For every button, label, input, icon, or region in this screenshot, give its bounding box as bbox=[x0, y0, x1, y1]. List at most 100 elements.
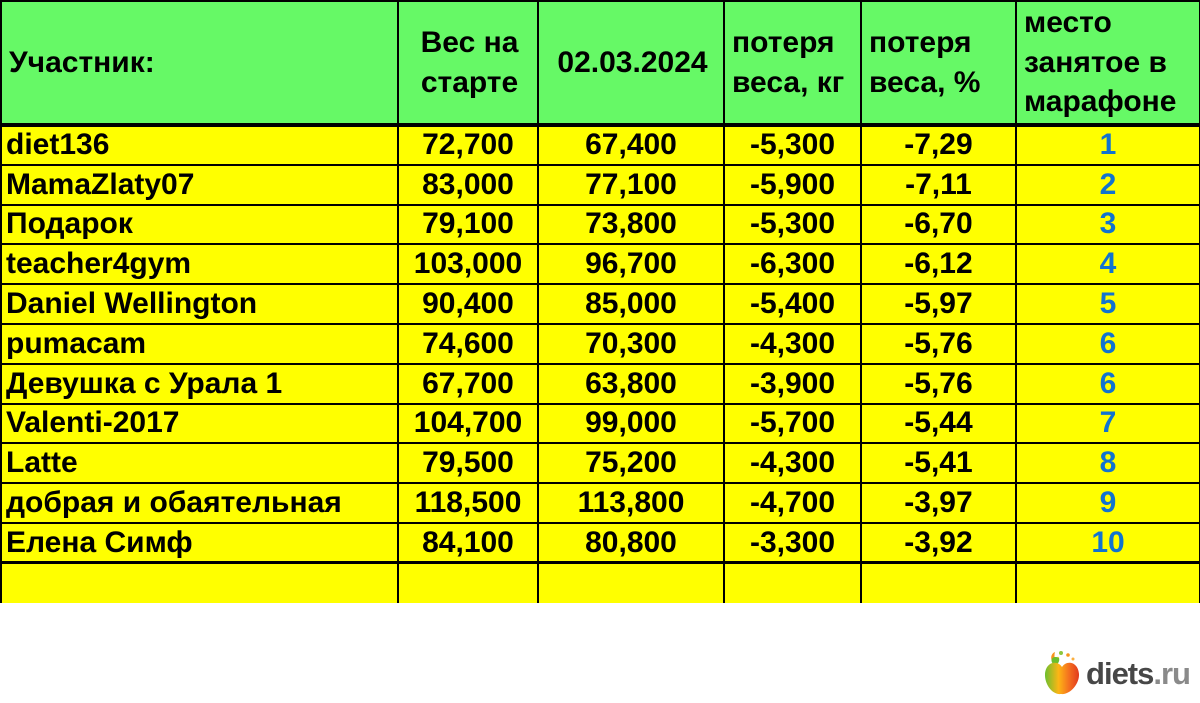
results-table: Участник: Вес на старте 02.03.2024 потер… bbox=[0, 0, 1200, 603]
table-row: Девушка с Урала 1 67,700 63,800 -3,900 -… bbox=[0, 362, 1200, 405]
cell-loss-percent: -6,70 bbox=[860, 203, 1017, 246]
apple-icon bbox=[1042, 649, 1082, 697]
cell-loss-percent: -5,76 bbox=[860, 322, 1017, 365]
cell-date-weight: 75,200 bbox=[537, 442, 725, 485]
cell-place: 5 bbox=[1015, 283, 1200, 325]
cell-loss-kg: -5,300 bbox=[723, 203, 862, 246]
table-row: MamaZlaty07 83,000 77,100 -5,900 -7,11 2 bbox=[0, 163, 1200, 206]
diets-ru-logo[interactable]: diets.ru bbox=[1042, 649, 1191, 697]
cell-loss-percent: -5,76 bbox=[860, 362, 1017, 405]
cell-start-weight: 79,500 bbox=[397, 442, 539, 485]
column-header-start-weight: Вес на старте bbox=[397, 0, 539, 127]
cell-start-weight: 72,700 bbox=[397, 124, 539, 166]
cell-place: 3 bbox=[1015, 203, 1200, 246]
table-row: Latte 79,500 75,200 -4,300 -5,41 8 bbox=[0, 442, 1200, 485]
cell-date-weight: 77,100 bbox=[537, 163, 725, 206]
results-table-body: diet136 72,700 67,400 -5,300 -7,29 1 Mam… bbox=[0, 124, 1200, 603]
cell-start-weight: 118,500 bbox=[397, 482, 539, 524]
column-header-loss-percent: потеря веса, % bbox=[860, 0, 1017, 127]
cell-start-weight: 103,000 bbox=[397, 243, 539, 286]
column-header-loss-kg: потеря веса, кг bbox=[723, 0, 862, 127]
cell-loss-kg: -4,300 bbox=[723, 322, 862, 365]
cell-loss-percent: -7,11 bbox=[860, 163, 1017, 206]
cell-date-weight: 67,400 bbox=[537, 124, 725, 166]
logo-text: diets.ru bbox=[1086, 655, 1191, 691]
cell-loss-percent: -5,41 bbox=[860, 442, 1017, 485]
cell-loss-percent: -6,12 bbox=[860, 243, 1017, 286]
cell-place: 1 bbox=[1015, 124, 1200, 166]
cell-loss-percent: -5,97 bbox=[860, 283, 1017, 325]
table-row: Елена Симф 84,100 80,800 -3,300 -3,92 10 bbox=[0, 521, 1200, 564]
cell-start-weight: 104,700 bbox=[397, 402, 539, 445]
column-header-place: место занятое в марафоне bbox=[1015, 0, 1200, 127]
cell-loss-kg: -5,300 bbox=[723, 124, 862, 166]
cell-place: 6 bbox=[1015, 322, 1200, 365]
table-row: Valenti-2017 104,700 99,000 -5,700 -5,44… bbox=[0, 402, 1200, 445]
cutoff-row bbox=[0, 561, 1200, 603]
cell-participant: teacher4gym bbox=[0, 243, 399, 286]
cell-place: 8 bbox=[1015, 442, 1200, 485]
cell-loss-kg: -4,300 bbox=[723, 442, 862, 485]
cell-place: 9 bbox=[1015, 482, 1200, 524]
cell-loss-kg: -4,700 bbox=[723, 482, 862, 524]
cell-participant: Подарок bbox=[0, 203, 399, 246]
cell-start-weight: 84,100 bbox=[397, 521, 539, 564]
cell-place: 10 bbox=[1015, 521, 1200, 564]
table-row: добрая и обаятельная 118,500 113,800 -4,… bbox=[0, 482, 1200, 524]
cutoff-cell bbox=[0, 561, 399, 603]
cell-participant: Девушка с Урала 1 bbox=[0, 362, 399, 405]
table-row: Подарок 79,100 73,800 -5,300 -6,70 3 bbox=[0, 203, 1200, 246]
cell-start-weight: 90,400 bbox=[397, 283, 539, 325]
cell-date-weight: 99,000 bbox=[537, 402, 725, 445]
header-row: Участник: Вес на старте 02.03.2024 потер… bbox=[0, 0, 1200, 127]
cell-participant: Valenti-2017 bbox=[0, 402, 399, 445]
cell-start-weight: 79,100 bbox=[397, 203, 539, 246]
cell-participant: diet136 bbox=[0, 124, 399, 166]
cell-loss-kg: -5,900 bbox=[723, 163, 862, 206]
cell-place: 2 bbox=[1015, 163, 1200, 206]
cell-participant: Елена Симф bbox=[0, 521, 399, 564]
cell-date-weight: 85,000 bbox=[537, 283, 725, 325]
cell-date-weight: 70,300 bbox=[537, 322, 725, 365]
cell-participant: MamaZlaty07 bbox=[0, 163, 399, 206]
cell-loss-kg: -3,300 bbox=[723, 521, 862, 564]
logo-name: diets bbox=[1086, 655, 1154, 691]
cell-place: 7 bbox=[1015, 402, 1200, 445]
table-row: pumacam 74,600 70,300 -4,300 -5,76 6 bbox=[0, 322, 1200, 365]
cell-date-weight: 63,800 bbox=[537, 362, 725, 405]
cell-place: 6 bbox=[1015, 362, 1200, 405]
cell-participant: pumacam bbox=[0, 322, 399, 365]
cell-start-weight: 83,000 bbox=[397, 163, 539, 206]
cutoff-cell bbox=[860, 561, 1017, 603]
table-row: teacher4gym 103,000 96,700 -6,300 -6,12 … bbox=[0, 243, 1200, 286]
cell-participant: Latte bbox=[0, 442, 399, 485]
cell-loss-percent: -5,44 bbox=[860, 402, 1017, 445]
cell-start-weight: 67,700 bbox=[397, 362, 539, 405]
cutoff-cell bbox=[1015, 561, 1200, 603]
cell-place: 4 bbox=[1015, 243, 1200, 286]
logo-tld: .ru bbox=[1153, 655, 1191, 691]
cell-date-weight: 96,700 bbox=[537, 243, 725, 286]
cell-participant: Daniel Wellington bbox=[0, 283, 399, 325]
cutoff-cell bbox=[537, 561, 725, 603]
cell-date-weight: 113,800 bbox=[537, 482, 725, 524]
cell-start-weight: 74,600 bbox=[397, 322, 539, 365]
cell-date-weight: 80,800 bbox=[537, 521, 725, 564]
cell-loss-percent: -7,29 bbox=[860, 124, 1017, 166]
cutoff-cell bbox=[723, 561, 862, 603]
cell-loss-kg: -5,400 bbox=[723, 283, 862, 325]
table-header: Участник: Вес на старте 02.03.2024 потер… bbox=[0, 0, 1200, 127]
cell-loss-kg: -3,900 bbox=[723, 362, 862, 405]
table-row: diet136 72,700 67,400 -5,300 -7,29 1 bbox=[0, 124, 1200, 166]
cell-loss-percent: -3,97 bbox=[860, 482, 1017, 524]
cell-loss-kg: -5,700 bbox=[723, 402, 862, 445]
column-header-participant: Участник: bbox=[0, 0, 399, 127]
cell-loss-percent: -3,92 bbox=[860, 521, 1017, 564]
table-row: Daniel Wellington 90,400 85,000 -5,400 -… bbox=[0, 283, 1200, 325]
cutoff-cell bbox=[397, 561, 539, 603]
cell-date-weight: 73,800 bbox=[537, 203, 725, 246]
cell-participant: добрая и обаятельная bbox=[0, 482, 399, 524]
cell-loss-kg: -6,300 bbox=[723, 243, 862, 286]
column-header-date: 02.03.2024 bbox=[537, 0, 725, 127]
